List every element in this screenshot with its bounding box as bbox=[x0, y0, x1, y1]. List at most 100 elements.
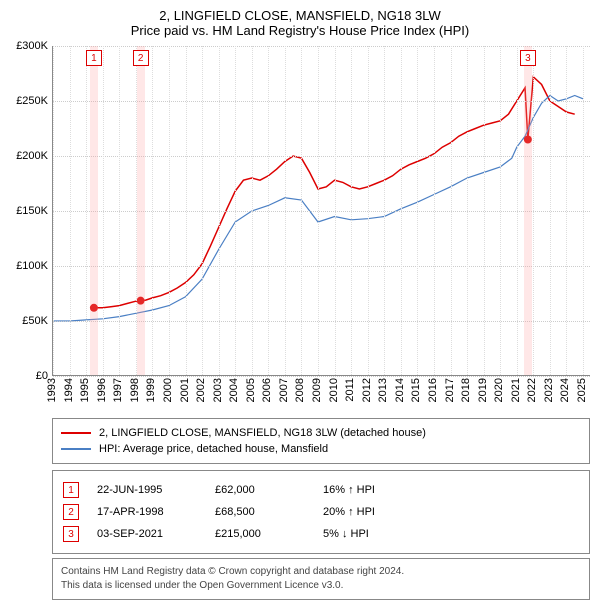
x-tick-label: 2004 bbox=[228, 378, 240, 402]
vgridline bbox=[103, 46, 104, 375]
x-tick-label: 1997 bbox=[112, 378, 124, 402]
x-tick-label: 2016 bbox=[427, 378, 439, 402]
transaction-marker: 3 bbox=[63, 526, 79, 542]
plot-area: 123 bbox=[52, 46, 590, 376]
x-tick-label: 2006 bbox=[261, 378, 273, 402]
x-tick-label: 2022 bbox=[526, 378, 538, 402]
gridline bbox=[53, 156, 590, 157]
gridline bbox=[53, 266, 590, 267]
marker-band bbox=[137, 46, 145, 375]
transaction-date: 17-APR-1998 bbox=[97, 506, 197, 518]
gridline bbox=[53, 46, 590, 47]
chart-title: 2, LINGFIELD CLOSE, MANSFIELD, NG18 3LW bbox=[10, 8, 590, 23]
x-tick-label: 2024 bbox=[559, 378, 571, 402]
vgridline bbox=[550, 46, 551, 375]
y-tick-label: £200K bbox=[16, 150, 48, 162]
vgridline bbox=[384, 46, 385, 375]
vgridline bbox=[285, 46, 286, 375]
transaction-row: 1 22-JUN-1995 £62,000 16% ↑ HPI bbox=[63, 479, 579, 501]
vgridline bbox=[70, 46, 71, 375]
transaction-diff: 5% ↓ HPI bbox=[323, 528, 413, 540]
transaction-row: 2 17-APR-1998 £68,500 20% ↑ HPI bbox=[63, 501, 579, 523]
legend-label: HPI: Average price, detached house, Mans… bbox=[99, 441, 328, 457]
transaction-price: £215,000 bbox=[215, 528, 305, 540]
x-tick-label: 2002 bbox=[195, 378, 207, 402]
vgridline bbox=[467, 46, 468, 375]
transaction-diff: 20% ↑ HPI bbox=[323, 506, 413, 518]
vgridline bbox=[500, 46, 501, 375]
x-tick-label: 2025 bbox=[576, 378, 588, 402]
x-tick-label: 2015 bbox=[410, 378, 422, 402]
x-tick-label: 2007 bbox=[278, 378, 290, 402]
y-tick-label: £250K bbox=[16, 95, 48, 107]
legend-box: 2, LINGFIELD CLOSE, MANSFIELD, NG18 3LW … bbox=[52, 418, 590, 464]
transaction-marker: 1 bbox=[63, 482, 79, 498]
attribution-box: Contains HM Land Registry data © Crown c… bbox=[52, 558, 590, 600]
y-tick-label: £50K bbox=[22, 315, 48, 327]
x-tick-label: 2011 bbox=[344, 378, 356, 402]
vgridline bbox=[401, 46, 402, 375]
x-tick-label: 1999 bbox=[145, 378, 157, 402]
x-tick-label: 1995 bbox=[79, 378, 91, 402]
vgridline bbox=[434, 46, 435, 375]
vgridline bbox=[202, 46, 203, 375]
transaction-diff: 16% ↑ HPI bbox=[323, 484, 413, 496]
x-tick-label: 2010 bbox=[328, 378, 340, 402]
x-tick-label: 2013 bbox=[377, 378, 389, 402]
y-axis: £0£50K£100K£150K£200K£250K£300K bbox=[10, 46, 52, 376]
vgridline bbox=[517, 46, 518, 375]
x-tick-label: 2001 bbox=[179, 378, 191, 402]
vgridline bbox=[119, 46, 120, 375]
vgridline bbox=[583, 46, 584, 375]
transaction-marker: 2 bbox=[63, 504, 79, 520]
marker-number-box: 3 bbox=[520, 50, 536, 66]
x-tick-label: 2017 bbox=[444, 378, 456, 402]
legend-swatch bbox=[61, 432, 91, 434]
vgridline bbox=[152, 46, 153, 375]
vgridline bbox=[335, 46, 336, 375]
x-tick-label: 2008 bbox=[294, 378, 306, 402]
x-tick-label: 2000 bbox=[162, 378, 174, 402]
marker-band bbox=[90, 46, 98, 375]
chart-subtitle: Price paid vs. HM Land Registry's House … bbox=[10, 23, 590, 38]
legend-row: HPI: Average price, detached house, Mans… bbox=[61, 441, 581, 457]
legend-label: 2, LINGFIELD CLOSE, MANSFIELD, NG18 3LW … bbox=[99, 425, 426, 441]
vgridline bbox=[268, 46, 269, 375]
x-tick-label: 2020 bbox=[493, 378, 505, 402]
vgridline bbox=[368, 46, 369, 375]
y-tick-label: £100K bbox=[16, 260, 48, 272]
x-tick-label: 1996 bbox=[96, 378, 108, 402]
x-axis: 1993199419951996199719981999200020012002… bbox=[52, 376, 582, 412]
legend-swatch bbox=[61, 448, 91, 450]
x-tick-label: 2014 bbox=[394, 378, 406, 402]
transaction-price: £68,500 bbox=[215, 506, 305, 518]
gridline bbox=[53, 211, 590, 212]
x-tick-label: 1993 bbox=[46, 378, 58, 402]
x-tick-label: 2003 bbox=[212, 378, 224, 402]
x-tick-label: 2012 bbox=[361, 378, 373, 402]
marker-band bbox=[524, 46, 532, 375]
attribution-line-2: This data is licensed under the Open Gov… bbox=[61, 579, 581, 593]
y-tick-label: £150K bbox=[16, 205, 48, 217]
chart-container: 2, LINGFIELD CLOSE, MANSFIELD, NG18 3LW … bbox=[0, 0, 600, 610]
vgridline bbox=[53, 46, 54, 375]
vgridline bbox=[186, 46, 187, 375]
vgridline bbox=[533, 46, 534, 375]
attribution-line-1: Contains HM Land Registry data © Crown c… bbox=[61, 565, 581, 579]
x-tick-label: 1998 bbox=[129, 378, 141, 402]
gridline bbox=[53, 321, 590, 322]
x-tick-label: 1994 bbox=[63, 378, 75, 402]
vgridline bbox=[351, 46, 352, 375]
vgridline bbox=[451, 46, 452, 375]
vgridline bbox=[169, 46, 170, 375]
x-tick-label: 2018 bbox=[460, 378, 472, 402]
transaction-price: £62,000 bbox=[215, 484, 305, 496]
vgridline bbox=[318, 46, 319, 375]
transaction-date: 22-JUN-1995 bbox=[97, 484, 197, 496]
vgridline bbox=[484, 46, 485, 375]
vgridline bbox=[417, 46, 418, 375]
marker-number-box: 2 bbox=[133, 50, 149, 66]
vgridline bbox=[301, 46, 302, 375]
y-tick-label: £300K bbox=[16, 40, 48, 52]
x-tick-label: 2023 bbox=[543, 378, 555, 402]
